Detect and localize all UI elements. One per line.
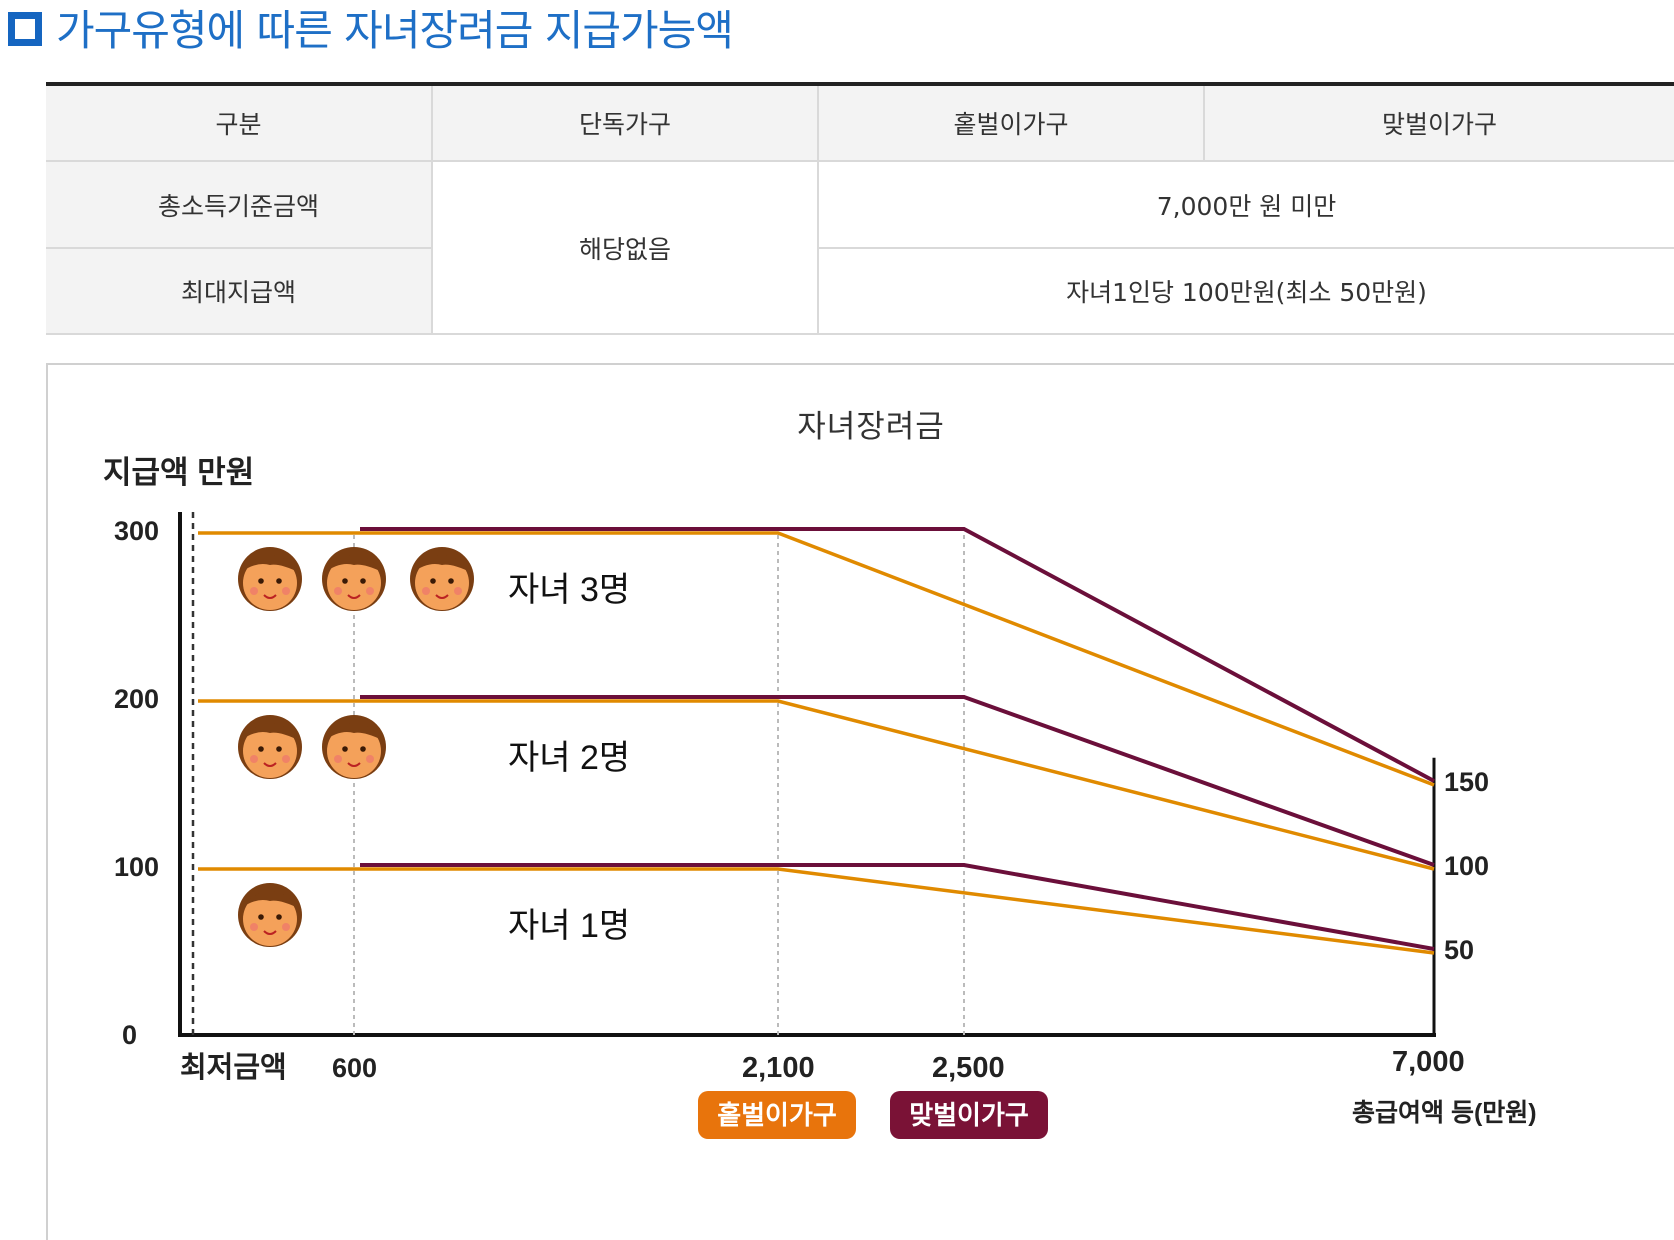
bangs: [240, 891, 300, 909]
right-tick-label: 100: [1444, 851, 1489, 881]
eye: [276, 578, 282, 584]
section-title: 가구유형에 따른 자녀장려금 지급가능액: [56, 5, 734, 55]
eye: [342, 578, 348, 584]
child-face-icon: [238, 715, 302, 779]
group-label: 자녀 2명: [508, 739, 630, 777]
child-incentive-chart: 지급액 만원 300 200 100 0 최저금액 600 2,100 2,500 7,000 15…: [103, 455, 1537, 1139]
cheek: [250, 755, 258, 763]
eligibility-table: 구분 단독가구 홑벌이가구 맞벌이가구 총소득기준금액 해당없음 7,000만 …: [46, 82, 1674, 335]
bangs: [240, 723, 300, 741]
eye: [258, 578, 264, 584]
x-tick-label: 7,000: [1392, 1046, 1465, 1078]
holbeol-series-line: [198, 531, 1435, 787]
matbeol-series-line: [360, 695, 1435, 867]
single-value: 해당없음: [432, 161, 819, 335]
bangs: [324, 555, 384, 573]
eye: [258, 746, 264, 752]
y-axis-title: 지급액 만원: [103, 455, 254, 490]
x-axis-title: 총급여액 등(만원): [1352, 1099, 1537, 1127]
face: [327, 556, 381, 610]
child-face-icon: [238, 883, 302, 947]
x-tick-label: 2,500: [932, 1052, 1005, 1084]
cheek: [366, 755, 374, 763]
square-bullet-icon: [8, 12, 42, 46]
bangs: [412, 555, 472, 573]
cheek: [282, 587, 290, 595]
face: [243, 556, 297, 610]
table-header-row: 구분 단독가구 홑벌이가구 맞벌이가구: [46, 84, 1674, 162]
matbeol-series-line: [360, 863, 1435, 951]
eye: [360, 746, 366, 752]
group-label: 자녀 1명: [508, 907, 630, 945]
face: [243, 724, 297, 778]
eye: [430, 578, 436, 584]
cheek: [250, 923, 258, 931]
eye: [360, 578, 366, 584]
right-tick-label: 50: [1444, 935, 1474, 965]
bangs: [240, 555, 300, 573]
cheek: [250, 587, 258, 595]
cheek: [422, 587, 430, 595]
eye: [276, 914, 282, 920]
eye: [448, 578, 454, 584]
max-amount-value: 자녀1인당 100만원(최소 50만원): [818, 248, 1674, 335]
legend-label: 홑벌이가구: [717, 1100, 837, 1130]
cheek: [282, 923, 290, 931]
group-label: 자녀 3명: [508, 571, 630, 609]
y-tick-label: 200: [114, 684, 159, 714]
section-header: 가구유형에 따른 자녀장려금 지급가능액: [8, 0, 734, 55]
legend-label: 맞벌이가구: [909, 1100, 1029, 1130]
child-face-icon: [238, 547, 302, 611]
mouth: [263, 762, 277, 767]
cheek: [454, 587, 462, 595]
mouth: [263, 930, 277, 935]
header-holbeol: 홑벌이가구: [818, 84, 1205, 162]
header-single: 단독가구: [432, 84, 819, 162]
table-row: 총소득기준금액 해당없음 7,000만 원 미만: [46, 161, 1674, 335]
right-tick-label: 150: [1444, 767, 1489, 797]
mouth: [435, 594, 449, 599]
bangs: [324, 723, 384, 741]
x-tick-label: 600: [332, 1053, 377, 1083]
child-face-icon: [410, 547, 474, 611]
mouth: [347, 594, 361, 599]
mouth: [263, 594, 277, 599]
holbeol-series-line: [198, 699, 1435, 871]
eye: [258, 914, 264, 920]
face: [415, 556, 469, 610]
x-tick-label: 2,100: [742, 1052, 815, 1084]
cheek: [366, 587, 374, 595]
cheek: [334, 755, 342, 763]
mouth: [347, 762, 361, 767]
row-label-income: 총소득기준금액: [46, 161, 433, 249]
child-face-icon: [322, 547, 386, 611]
y-tick-label: 300: [114, 516, 159, 546]
child-face-icon: [322, 715, 386, 779]
header-matbeol: 맞벌이가구: [1204, 84, 1674, 162]
eye: [276, 746, 282, 752]
matbeol-series-line: [360, 527, 1435, 783]
cheek: [282, 755, 290, 763]
eye: [342, 746, 348, 752]
x-tick-label: 최저금액: [180, 1051, 287, 1084]
face: [327, 724, 381, 778]
table-row: 최대지급액 자녀1인당 100만원(최소 50만원): [46, 248, 1674, 335]
holbeol-series-line: [198, 867, 1435, 955]
income-threshold-value: 7,000만 원 미만: [818, 161, 1674, 249]
row-label-max: 최대지급액: [46, 248, 433, 335]
y-tick-label: 100: [114, 852, 159, 882]
header-category: 구분: [46, 84, 433, 162]
chart-title: 자녀장려금: [797, 409, 945, 445]
y-tick-label: 0: [122, 1020, 137, 1050]
face: [243, 892, 297, 946]
chart-container: 자녀장려금 지급액 만원 300 200 100 0 최저금액 600 2,100 2,500 7…: [46, 363, 1674, 1240]
legend-swatch: [890, 1091, 1048, 1139]
cheek: [334, 587, 342, 595]
legend-swatch: [698, 1091, 856, 1139]
